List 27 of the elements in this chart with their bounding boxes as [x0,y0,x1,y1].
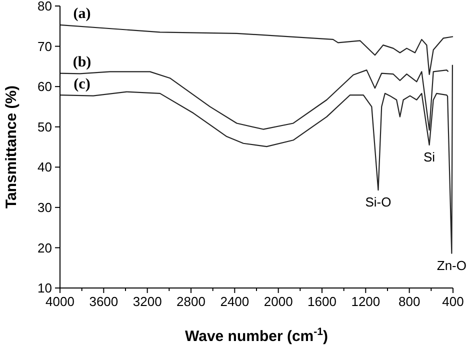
annotation: Si-O [365,194,392,210]
annotation: Si [424,150,436,165]
annotation: Zn-O [436,258,467,273]
x-tick-label: 4000 [46,294,74,309]
x-tick-label: 1600 [308,294,336,309]
y-axis-title: Tansmittance (%) [3,85,20,209]
x-tick-label: 2000 [264,294,293,309]
x-tick-label: 2800 [176,294,206,309]
y-tick-label: 30 [38,200,52,215]
y-tick-label: 40 [38,160,52,175]
x-tick-label: 800 [398,294,420,309]
series-label: (c) [74,76,90,92]
y-tick-label: 80 [38,0,52,14]
x-tick-label: 400 [442,294,464,309]
x-tick-label: 1200 [351,294,380,309]
y-tick-label: 50 [38,119,52,134]
x-tick-label: 3200 [132,294,162,309]
series-label: (b) [72,54,92,71]
x-tick-label: 2400 [220,294,250,309]
x-tick-label: 3600 [89,294,118,309]
y-tick-label: 60 [38,79,52,94]
y-tick-label: 20 [38,240,52,256]
line-series [59,24,454,76]
y-tick-label: 70 [38,38,52,54]
x-axis-title: Wave number (cm$^{-1}$) [185,326,328,345]
y-tick-label: 10 [38,280,52,296]
series-label: (a) [73,6,91,22]
